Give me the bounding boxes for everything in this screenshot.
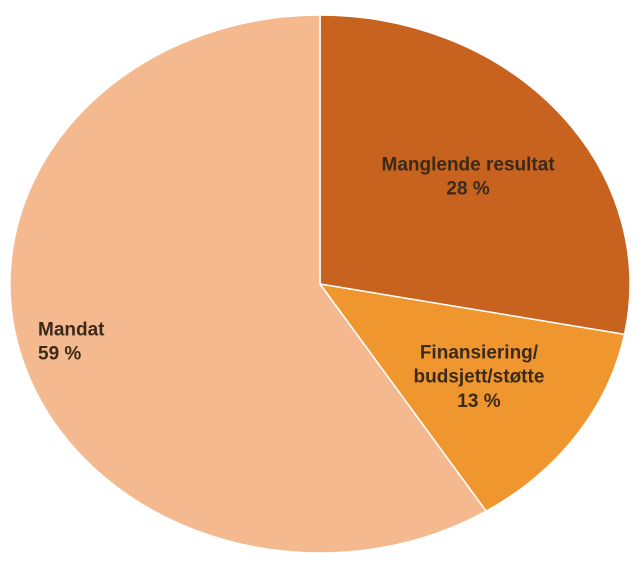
value-label: 13 % xyxy=(457,391,500,412)
slice-label: Finansiering/budsjett/støtte xyxy=(414,343,545,388)
pie-slice xyxy=(318,282,626,513)
pie-slice xyxy=(9,14,488,554)
value-label: 59 % xyxy=(38,344,81,365)
value-label: 28 % xyxy=(446,179,489,200)
slice-label: Manglende resultat xyxy=(382,155,556,176)
pie-slice xyxy=(319,14,631,336)
slice-label: Mandat xyxy=(38,320,105,341)
